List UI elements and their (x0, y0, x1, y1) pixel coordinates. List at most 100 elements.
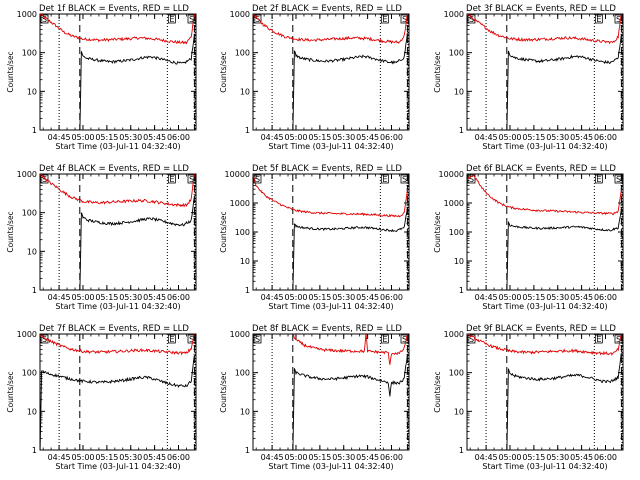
e-marker-box (594, 174, 603, 184)
s-marker-label: S (189, 335, 194, 344)
plot-frame (39, 173, 197, 291)
y-tick-label: 1000 (17, 170, 37, 179)
y-tick-label: 1 (32, 286, 37, 295)
x-tick-label: 05:00 (498, 453, 521, 462)
series-group (253, 14, 408, 130)
series-group (467, 174, 622, 290)
s-marker-label: S (469, 15, 474, 24)
s-marker-box (253, 174, 262, 184)
e-marker-box (380, 334, 389, 344)
plot-frame (466, 333, 624, 451)
y-tick-label: 1000 (444, 199, 464, 208)
chart-panel-5: Det 5f BLACK = Events, RED = LLD 1 10 100 10… (219, 164, 410, 311)
plot-frame (252, 333, 410, 451)
s-marker-label: S (255, 15, 260, 24)
x-tick-label: 04:45 (475, 133, 498, 142)
s-marker-label: S (616, 15, 621, 24)
lld-series-line (40, 14, 195, 45)
x-tick-label: 05:45 (143, 453, 166, 462)
x-tick-label: 04:45 (475, 293, 498, 302)
s-marker-box (187, 334, 196, 344)
y-tick-label: 1 (32, 126, 37, 135)
s-marker-box (400, 334, 409, 344)
x-tick-label: 05:00 (71, 453, 94, 462)
plot-frame (39, 13, 197, 131)
e-marker-box (594, 334, 603, 344)
events-series-line (292, 207, 408, 290)
plot-frame (466, 173, 624, 291)
x-tick-label: 04:45 (48, 133, 71, 142)
series-group (467, 14, 622, 130)
x-axis-label: Start Time (03-Jul-11 04:32:40) (55, 142, 180, 151)
time-markers (58, 174, 196, 290)
s-marker-box (253, 334, 262, 344)
chart-title: Det 9f BLACK = Events, RED = LLD (466, 324, 616, 334)
events-series-line (79, 34, 195, 130)
x-tick-label: 05:45 (356, 293, 379, 302)
y-axis-label: Counts/sec (6, 51, 15, 92)
s-marker-label: S (42, 15, 47, 24)
chart-panel-8: Det 8f BLACK = Events, RED = LLD 1 10 100 10… (219, 324, 410, 471)
x-tick-label: 04:45 (261, 293, 284, 302)
e-marker-label: E (382, 15, 387, 24)
y-tick-label: 10 (240, 87, 250, 96)
y-tick-label: 1000 (230, 199, 250, 208)
x-tick-label: 05:15 (308, 453, 331, 462)
series-group (40, 174, 195, 290)
s-marker-box (614, 14, 623, 24)
time-markers (271, 174, 409, 290)
x-axis-label: Start Time (03-Jul-11 04:32:40) (268, 302, 393, 311)
s-marker-label: S (616, 335, 621, 344)
events-series-line (506, 353, 622, 450)
y-tick-label: 100 (449, 228, 464, 237)
s-marker-label: S (469, 335, 474, 344)
series-group (467, 334, 622, 450)
chart-panel-7: Det 7f BLACK = Events, RED = LLD 1 10 100 10… (6, 324, 197, 471)
time-markers (271, 334, 409, 450)
e-marker-label: E (596, 15, 601, 24)
e-marker-box (380, 174, 389, 184)
x-tick-label: 05:15 (522, 133, 545, 142)
x-tick-label: 05:45 (570, 453, 593, 462)
x-tick-label: 04:45 (48, 293, 71, 302)
s-marker-box (614, 174, 623, 184)
chart-title: Det 7f BLACK = Events, RED = LLD (39, 324, 189, 334)
chart-panel-2: Det 2f BLACK = Events, RED = LLD 1 10 100 10… (219, 4, 410, 151)
lld-series-line (40, 174, 195, 208)
s-marker-label: S (402, 15, 407, 24)
time-markers (58, 14, 196, 130)
y-tick-label: 10 (27, 407, 37, 416)
x-tick-label: 05:00 (71, 293, 94, 302)
y-tick-label: 1 (459, 446, 464, 455)
e-marker-label: E (382, 335, 387, 344)
x-tick-label: 06:00 (167, 453, 190, 462)
chart-panel-9: Det 9f BLACK = Events, RED = LLD 1 10 100 10… (433, 324, 624, 471)
x-tick-label: 05:30 (546, 133, 569, 142)
y-tick-label: 1 (245, 286, 250, 295)
x-tick-label: 04:45 (261, 133, 284, 142)
y-tick-label: 10000 (439, 170, 464, 179)
x-tick-label: 05:00 (284, 133, 307, 142)
y-tick-label: 1000 (17, 330, 37, 339)
x-tick-label: 05:45 (570, 133, 593, 142)
s-marker-label: S (189, 175, 194, 184)
s-marker-label: S (42, 175, 47, 184)
time-markers (485, 174, 623, 290)
x-tick-label: 06:00 (380, 293, 403, 302)
e-marker-label: E (169, 15, 174, 24)
e-marker-box (380, 14, 389, 24)
s-marker-box (614, 334, 623, 344)
y-tick-label: 10 (27, 87, 37, 96)
y-axis-label: Counts/sec (6, 211, 15, 252)
x-axis-label: Start Time (03-Jul-11 04:32:40) (482, 142, 607, 151)
x-tick-label: 04:45 (261, 453, 284, 462)
series-group (40, 334, 195, 450)
x-tick-label: 05:30 (332, 293, 355, 302)
y-tick-label: 10 (454, 407, 464, 416)
chart-title: Det 4f BLACK = Events, RED = LLD (39, 164, 189, 174)
e-marker-box (594, 14, 603, 24)
e-marker-label: E (169, 175, 174, 184)
e-marker-label: E (596, 335, 601, 344)
x-tick-label: 05:45 (570, 293, 593, 302)
x-tick-label: 05:45 (356, 133, 379, 142)
